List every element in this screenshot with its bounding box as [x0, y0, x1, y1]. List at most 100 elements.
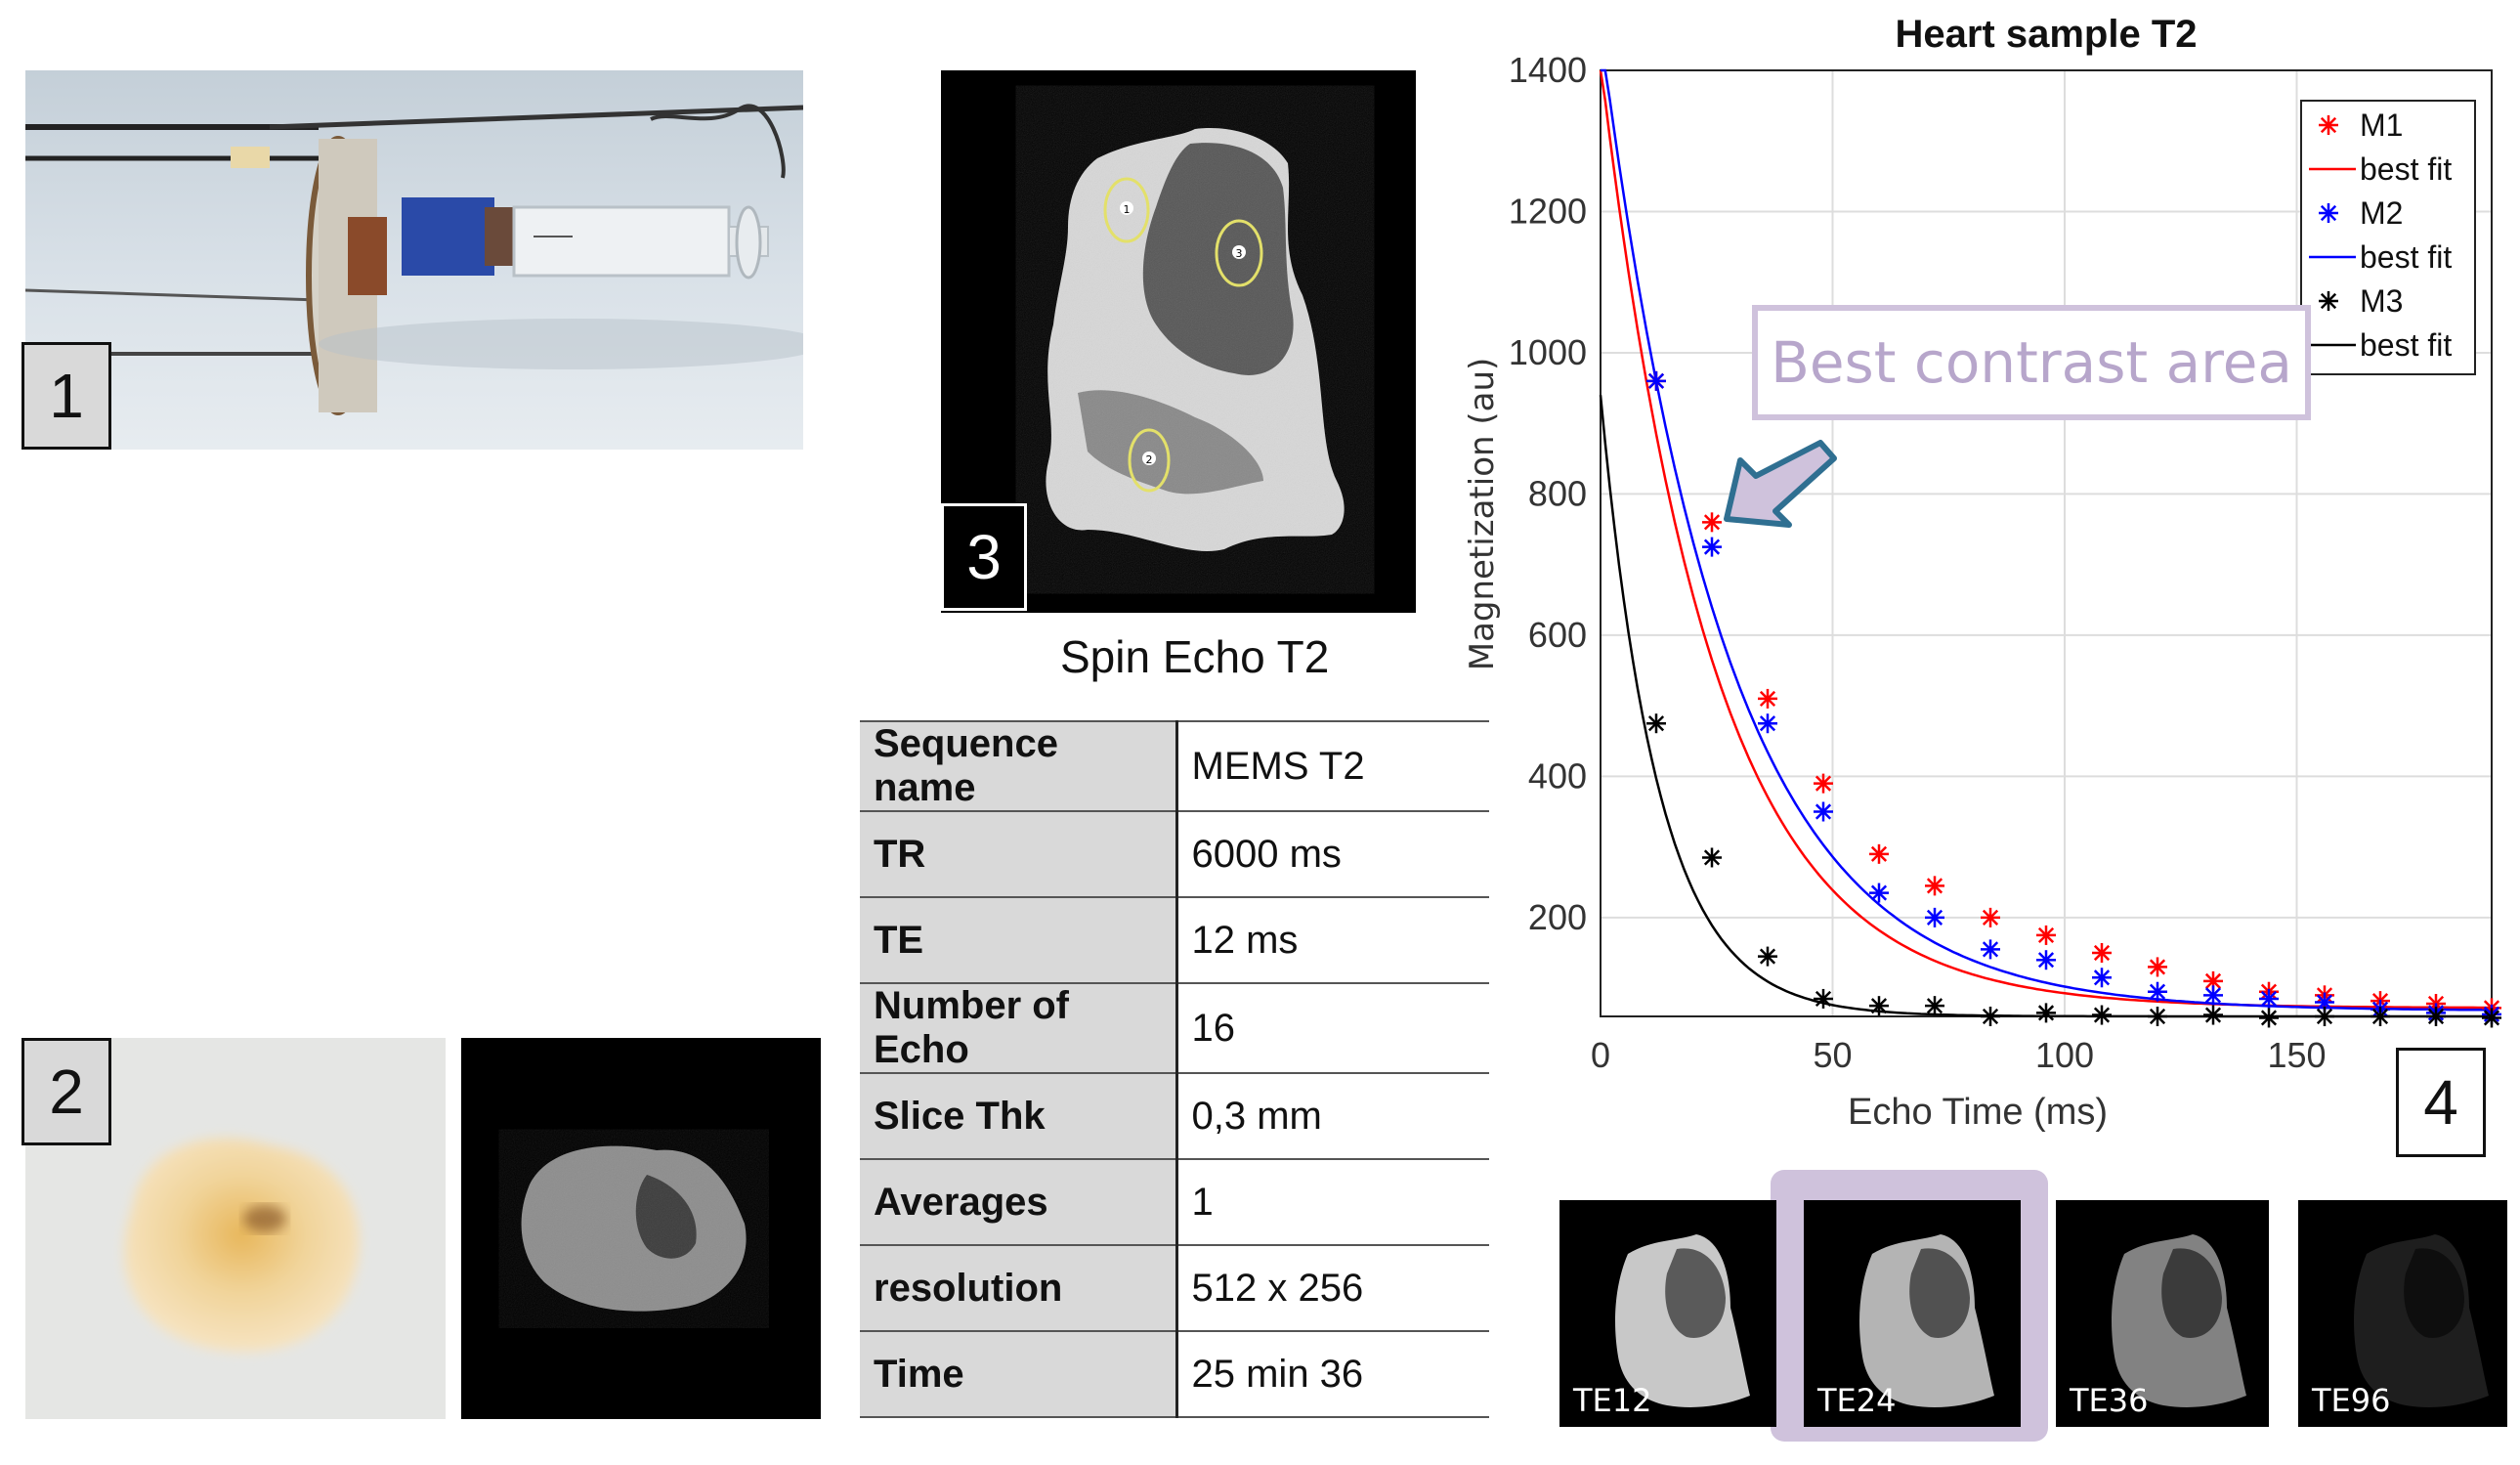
- chart-title: Heart sample T2: [1895, 13, 2197, 56]
- y-tick-label: 1400: [1509, 50, 1587, 90]
- data-point-m1: [1925, 876, 1944, 896]
- param-key: Slice Thk: [860, 1073, 1178, 1160]
- legend-marker-m1: [2319, 115, 2338, 135]
- echo-thumbnail-image: [1859, 1234, 1994, 1407]
- param-row: Slice Thk 0,3 mm: [860, 1073, 1489, 1160]
- param-row: resolution 512 x 256: [860, 1245, 1489, 1332]
- param-key: Averages: [860, 1159, 1178, 1246]
- data-point-m2: [2259, 988, 2279, 1009]
- param-key: TE: [860, 897, 1178, 984]
- echo-thumbnail-label: TE36: [2070, 1382, 2149, 1419]
- data-point-m3: [2426, 1007, 2446, 1026]
- echo-thumbnail-image: [1615, 1234, 1750, 1407]
- data-point-m2: [2148, 981, 2167, 1002]
- param-row: Number of Echo 16: [860, 983, 1489, 1074]
- roi-3: [1215, 219, 1263, 287]
- y-tick-label: 1200: [1509, 191, 1587, 231]
- data-point-m2: [1925, 907, 1944, 927]
- spin-echo-mri-drawing: 1 3 2: [1046, 128, 1345, 552]
- param-value: MEMS T2: [1176, 720, 1489, 812]
- data-point-m2: [2092, 968, 2112, 988]
- spin-echo-caption: Spin Echo T2: [1060, 631, 1330, 682]
- x-axis-label: Echo Time (ms): [1848, 1092, 2108, 1133]
- y-tick-label: 1000: [1509, 332, 1587, 372]
- data-point-m1: [1814, 773, 1833, 794]
- echo-thumbnail-label: TE12: [1573, 1382, 1652, 1419]
- legend-label: best fit: [2360, 151, 2452, 187]
- y-tick-label: 800: [1528, 473, 1587, 513]
- echo-thumbnail: TE12: [1559, 1200, 1776, 1427]
- best-contrast-callout: Best contrast area: [1752, 305, 2311, 420]
- x-tick-label: 50: [1813, 1035, 1852, 1075]
- data-point-m3: [1702, 847, 1722, 868]
- data-point-m2: [2036, 950, 2056, 970]
- data-point-m2: [1758, 713, 1777, 734]
- param-value: 12 ms: [1176, 897, 1489, 984]
- y-tick-label: 200: [1528, 897, 1587, 937]
- data-point-m3: [1758, 946, 1777, 967]
- legend-marker-m3: [2319, 291, 2338, 311]
- legend-label: M1: [2360, 108, 2403, 143]
- data-point-m2: [1981, 939, 2000, 960]
- data-point-m1: [1869, 843, 1889, 864]
- param-row: TE 12 ms: [860, 897, 1489, 984]
- param-key: TR: [860, 811, 1178, 898]
- t2-decay-chart: 0 50 100 150 200 400 600 800 1000 1200 1400 Heart …: [1463, 13, 2501, 1133]
- param-key: Number of Echo: [860, 983, 1178, 1074]
- data-point-m3: [2482, 1008, 2501, 1028]
- x-tick-label: 150: [2267, 1035, 2326, 1075]
- fit-line-m1: [1599, 69, 2492, 1010]
- data-point-m2: [1869, 883, 1889, 903]
- roi-3-label: 3: [1236, 247, 1243, 260]
- echo-thumbnail-image: [2354, 1234, 2489, 1407]
- data-point-m3: [2036, 1003, 2056, 1023]
- roi-2-label: 2: [1146, 453, 1153, 466]
- data-point-m1: [1981, 907, 2000, 927]
- data-point-m3: [1925, 996, 1944, 1016]
- chart-legend: M1 best fit M2 best fit M3 best fit: [2300, 100, 2476, 375]
- data-point-m3: [2203, 1005, 2223, 1025]
- sequence-parameter-table: Sequence name MEMS T2 TR 6000 ms TE 12 ms Numb…: [860, 720, 1489, 1418]
- param-row: Sequence name MEMS T2: [860, 720, 1489, 812]
- panel-2-label: 2: [21, 1038, 111, 1145]
- param-key: Time: [860, 1331, 1178, 1418]
- panel-3-label: 3: [941, 503, 1027, 611]
- tissue-mri-drawing: [521, 1145, 747, 1312]
- param-value: 1: [1176, 1159, 1489, 1246]
- legend-label: best fit: [2360, 327, 2452, 363]
- roi-2: [1128, 428, 1171, 493]
- data-point-m3: [1869, 996, 1889, 1016]
- legend-marker-m2: [2319, 203, 2338, 223]
- param-key: Sequence name: [860, 720, 1178, 812]
- param-value: 0,3 mm: [1176, 1073, 1489, 1160]
- y-tick-label: 400: [1528, 755, 1587, 796]
- data-point-m1: [1758, 688, 1777, 709]
- echo-thumbnail: TE24: [1804, 1200, 2021, 1427]
- fit-line-m2: [1601, 68, 2492, 1012]
- data-point-m1: [2036, 925, 2056, 945]
- legend-box: [2300, 100, 2476, 375]
- param-row: Averages 1: [860, 1159, 1489, 1246]
- roi-1-label: 1: [1124, 203, 1131, 216]
- data-point-m1: [2148, 957, 2167, 977]
- data-point-m2: [1814, 801, 1833, 822]
- data-point-m3: [2315, 1007, 2334, 1026]
- data-point-m3: [2148, 1007, 2167, 1026]
- y-axis-label: Magnetization (au): [1463, 358, 1502, 671]
- param-value: 25 min 36: [1176, 1331, 1489, 1418]
- param-row: Time 25 min 36: [860, 1331, 1489, 1418]
- tissue-mri-image: [461, 1038, 821, 1419]
- panel-4-label: 4: [2396, 1048, 2486, 1157]
- data-point-m2: [2203, 985, 2223, 1006]
- x-tick-label: 0: [1591, 1035, 1610, 1075]
- data-point-m3: [1814, 988, 1833, 1009]
- roi-1: [1103, 177, 1150, 243]
- data-point-m3: [1646, 713, 1666, 734]
- param-value: 6000 ms: [1176, 811, 1489, 898]
- data-point-m2: [1702, 537, 1722, 557]
- callout-arrow-icon: [1724, 440, 1837, 528]
- data-point-m1: [2092, 942, 2112, 963]
- echo-thumbnail-label: TE96: [2312, 1382, 2391, 1419]
- data-point-m3: [2259, 1008, 2279, 1028]
- echo-thumbnail: TE96: [2298, 1200, 2507, 1427]
